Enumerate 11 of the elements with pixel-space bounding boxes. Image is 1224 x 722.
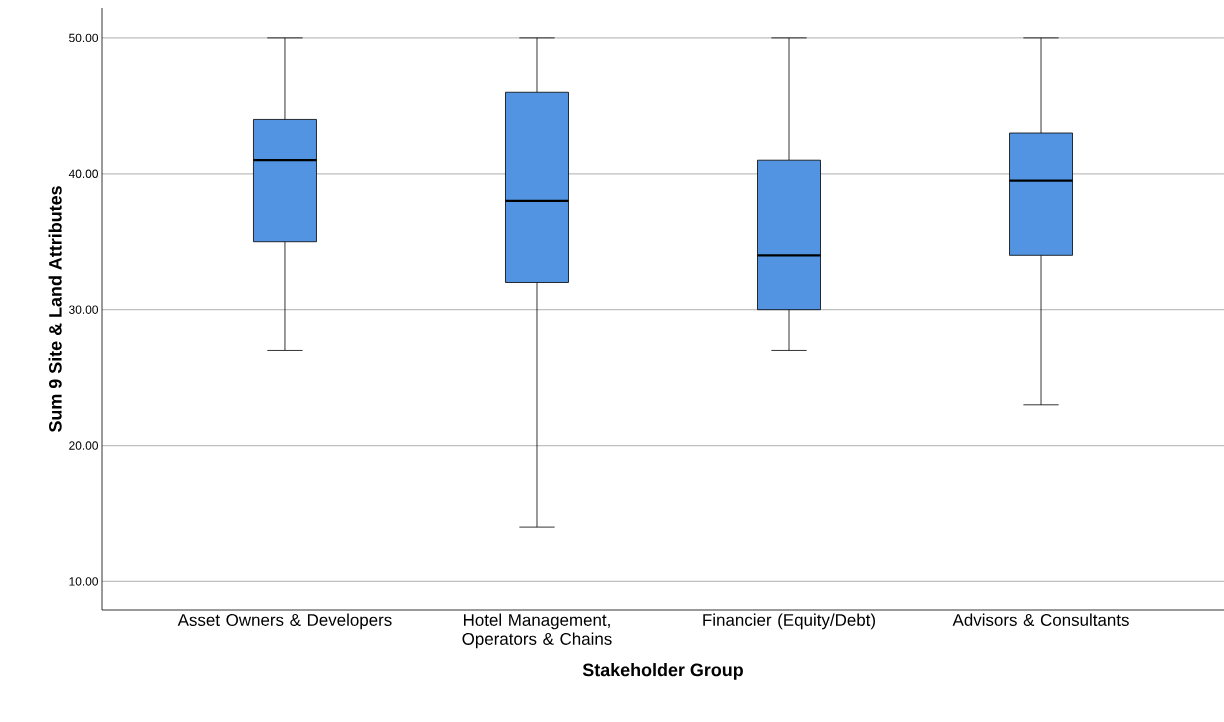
y-tick-label: 50.00 — [69, 33, 99, 43]
x-tick-label: Asset Owners & Developers — [177, 613, 392, 630]
y-tick-label: 20.00 — [69, 441, 99, 450]
x-axis-title: Stakeholder Group — [582, 663, 743, 680]
y-tick-label: 40.00 — [68, 169, 99, 179]
x-tick-label: Hotel Management, Operators & Chains — [462, 613, 612, 649]
y-axis-title: Sum 9 Site & Land Attributes — [48, 186, 62, 433]
x-tick-label: Financier (Equity/Debt) — [703, 613, 875, 630]
y-tick-label: 10.00 — [69, 577, 99, 586]
x-tick-label: Advisors & Consultants — [952, 613, 1129, 626]
y-tick-label: 30.00 — [69, 305, 99, 314]
